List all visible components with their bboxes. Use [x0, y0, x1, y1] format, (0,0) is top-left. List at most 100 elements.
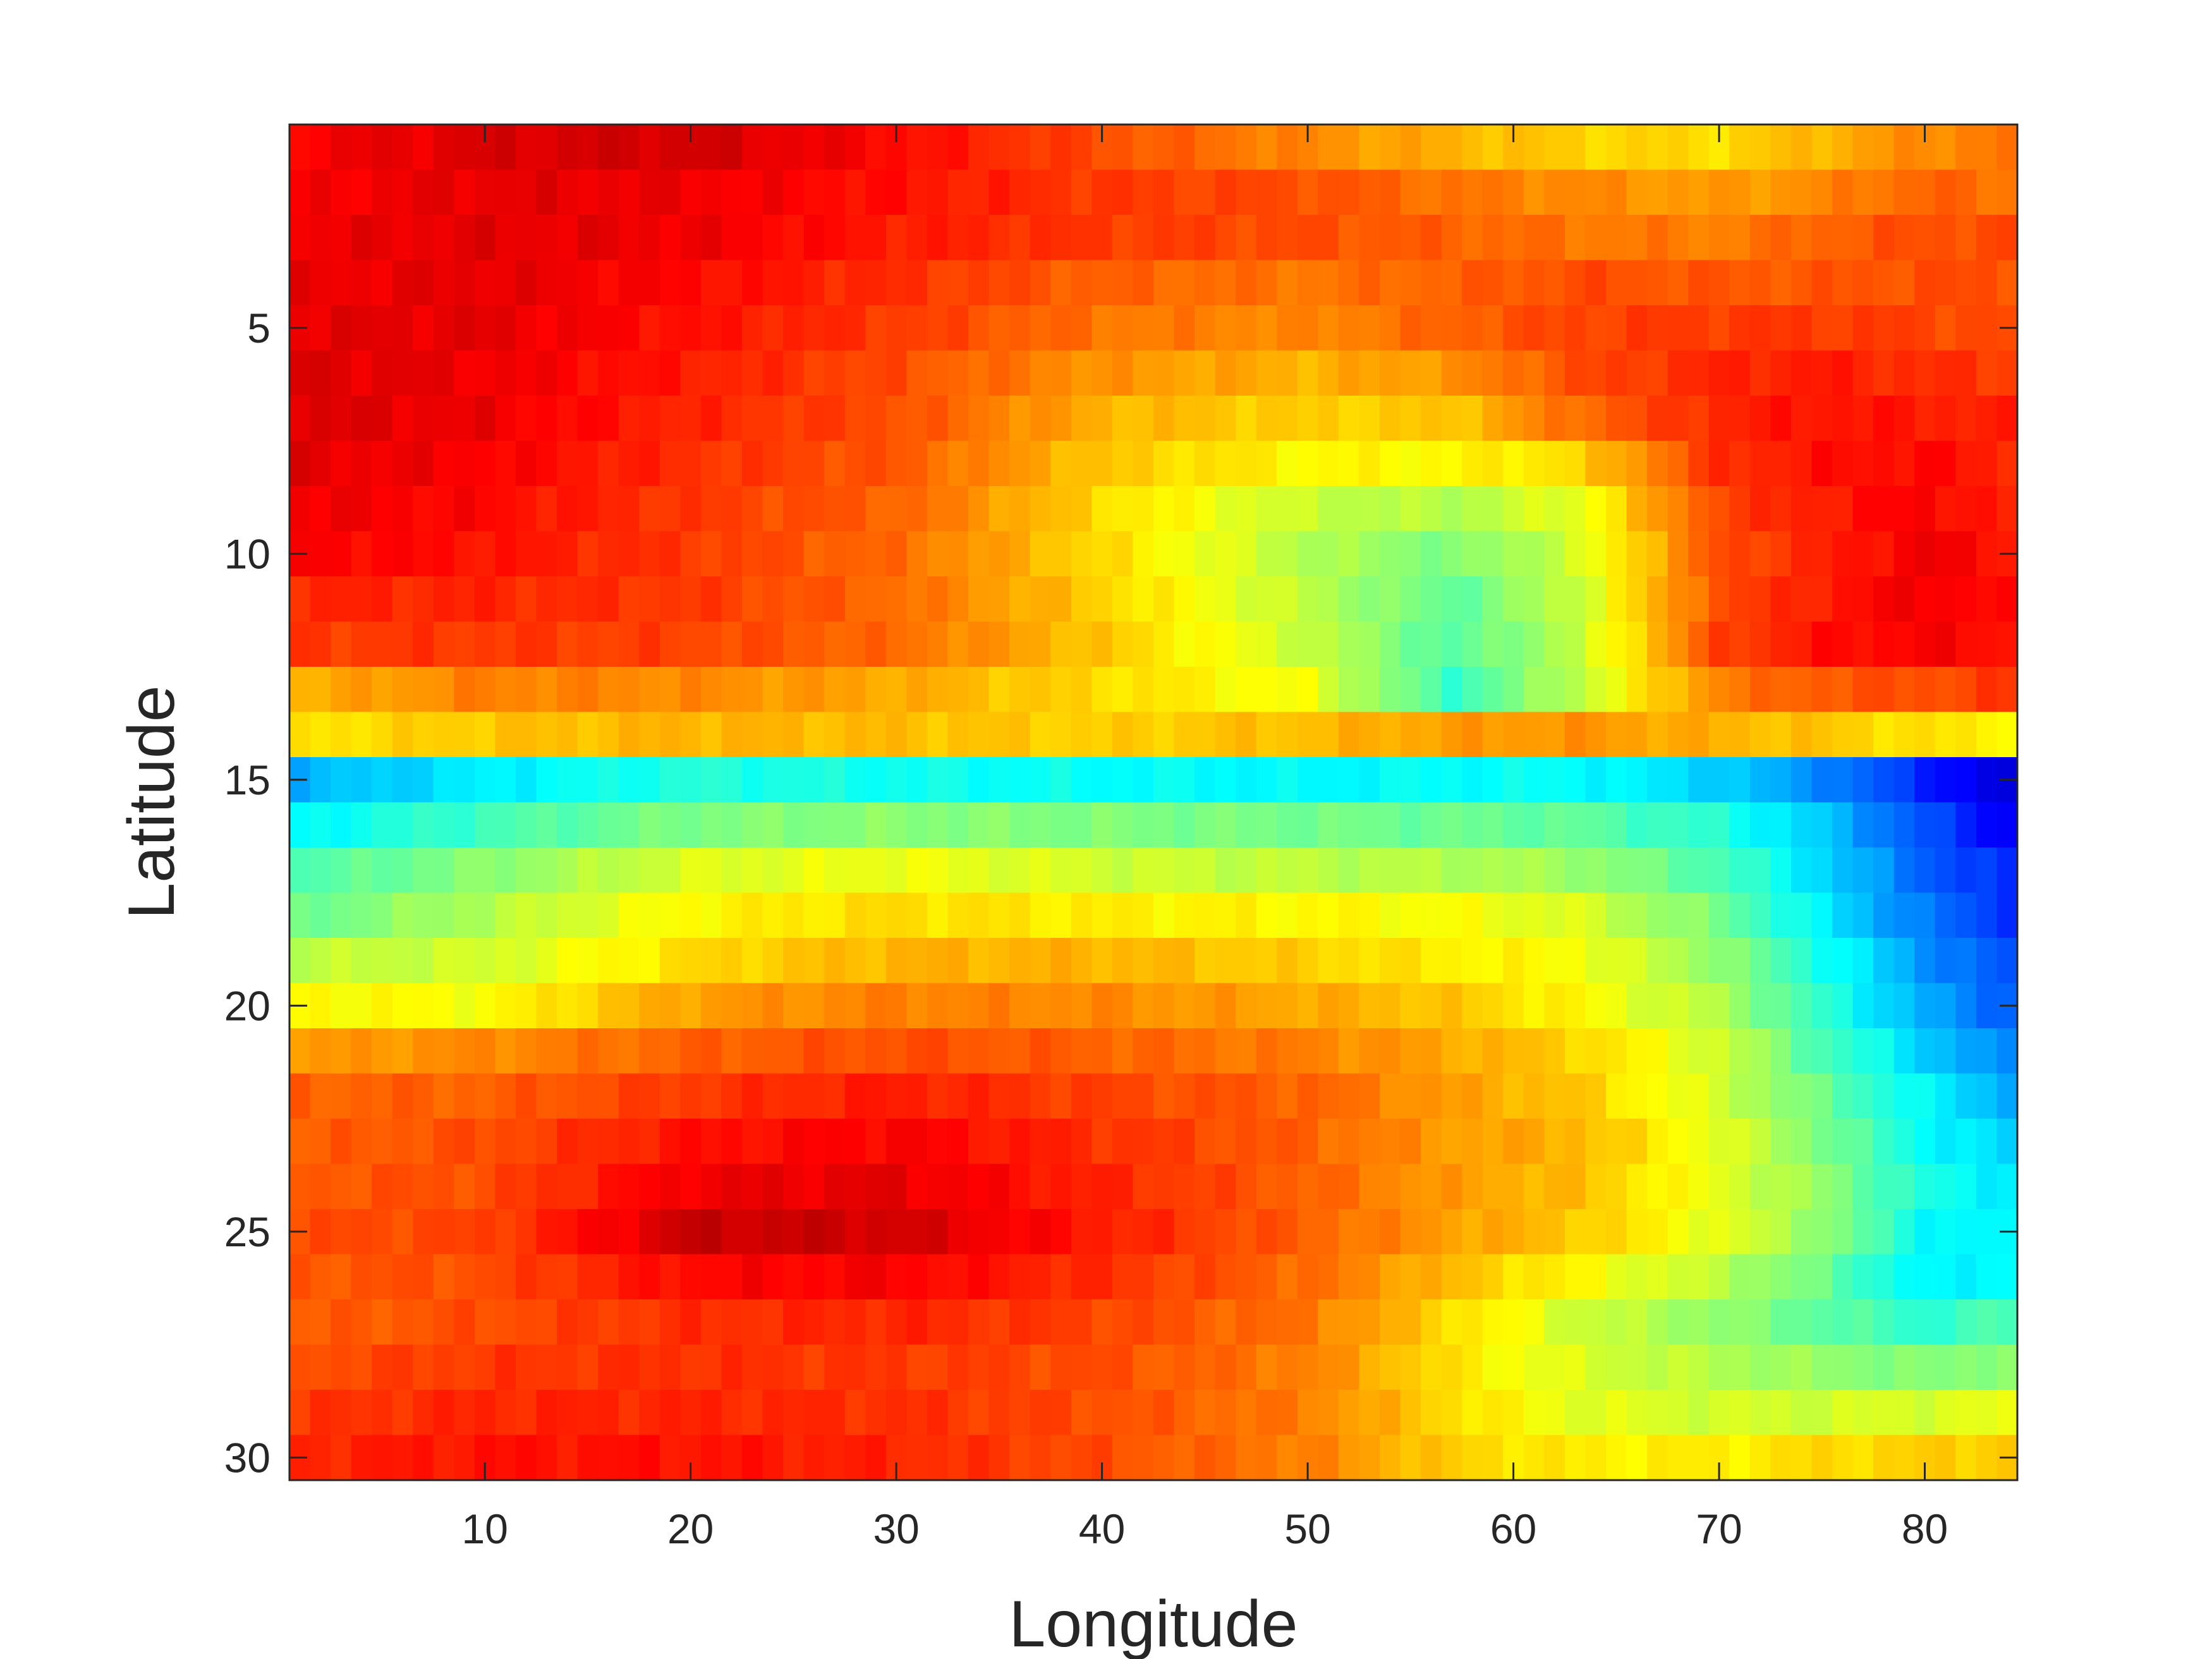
heatmap-cell	[1400, 215, 1421, 261]
heatmap-cell	[557, 260, 578, 306]
heatmap-cell	[844, 260, 866, 306]
heatmap-cell	[1215, 802, 1236, 848]
heatmap-cell	[1708, 1390, 1730, 1436]
heatmap-cell	[1441, 712, 1463, 758]
heatmap-cell	[1050, 757, 1072, 803]
heatmap-cell	[1174, 1390, 1195, 1436]
heatmap-cell	[1564, 938, 1586, 984]
heatmap-cell	[639, 848, 660, 894]
heatmap-cell	[824, 1073, 846, 1119]
heatmap-cell	[1647, 305, 1668, 351]
heatmap-cell	[1380, 441, 1401, 487]
heatmap-cell	[1462, 757, 1483, 803]
heatmap-cell	[1277, 441, 1298, 487]
heatmap-cell	[1133, 848, 1154, 894]
heatmap-cell	[1729, 1119, 1751, 1165]
heatmap-cell	[1564, 531, 1586, 577]
heatmap-cell	[762, 983, 784, 1029]
heatmap-cell	[1955, 305, 1977, 351]
heatmap-cell	[536, 531, 557, 577]
heatmap-cell	[1482, 1435, 1504, 1481]
heatmap-cell	[1380, 576, 1401, 623]
heatmap-cell	[762, 260, 784, 306]
heatmap-cell	[1441, 305, 1463, 351]
heatmap-cell	[1277, 802, 1298, 848]
heatmap-cell	[351, 531, 372, 577]
heatmap-cell	[1297, 621, 1319, 667]
heatmap-cell	[659, 350, 681, 396]
heatmap-cell	[1174, 983, 1195, 1029]
heatmap-cell	[331, 486, 352, 532]
heatmap-cell	[1112, 938, 1134, 984]
heatmap-cell	[1112, 260, 1134, 306]
heatmap-cell	[742, 938, 763, 984]
heatmap-cell	[289, 1254, 311, 1300]
heatmap-cell	[1544, 1254, 1565, 1300]
heatmap-cell	[1297, 1119, 1319, 1165]
heatmap-cell	[680, 621, 702, 667]
heatmap-cell	[947, 576, 969, 623]
heatmap-cell	[1647, 848, 1668, 894]
heatmap-cell	[1030, 983, 1052, 1029]
heatmap-cell	[310, 1344, 331, 1390]
heatmap-cell	[516, 1209, 537, 1255]
heatmap-cell	[742, 1390, 763, 1436]
heatmap-cell	[1030, 576, 1052, 623]
heatmap-cell	[1030, 305, 1052, 351]
heatmap-cell	[1503, 892, 1524, 939]
heatmap-cell	[639, 938, 660, 984]
heatmap-cell	[331, 576, 352, 623]
heatmap-cell	[659, 1299, 681, 1346]
heatmap-cell	[618, 1164, 640, 1210]
heatmap-cell	[639, 1209, 660, 1255]
heatmap-cell	[433, 1390, 455, 1436]
heatmap-cell	[947, 441, 969, 487]
heatmap-cell	[1050, 169, 1072, 216]
heatmap-cell	[659, 621, 681, 667]
heatmap-cell	[1215, 667, 1236, 713]
heatmap-cell	[1667, 1299, 1689, 1346]
heatmap-cell	[1955, 1390, 1977, 1436]
heatmap-cell	[803, 938, 825, 984]
heatmap-cell	[1996, 1119, 2018, 1165]
heatmap-cell	[1112, 802, 1134, 848]
heatmap-cell	[1626, 1299, 1648, 1346]
heatmap-cell	[1071, 1164, 1093, 1210]
heatmap-cell	[1338, 305, 1360, 351]
heatmap-cell	[372, 1028, 393, 1074]
heatmap-cell	[721, 1390, 743, 1436]
heatmap-cell	[1133, 441, 1154, 487]
heatmap-cell	[1091, 350, 1113, 396]
heatmap-cell	[618, 1209, 640, 1255]
heatmap-cell	[516, 350, 537, 396]
heatmap-cell	[865, 1435, 887, 1481]
heatmap-cell	[1544, 305, 1565, 351]
heatmap-cell	[906, 1435, 928, 1481]
heatmap-cell	[289, 1164, 311, 1210]
heatmap-cell	[372, 1073, 393, 1119]
heatmap-cell	[1790, 621, 1813, 667]
heatmap-cell	[1133, 169, 1154, 216]
heatmap-cell	[1914, 1209, 1936, 1255]
heatmap-cell	[1832, 802, 1854, 848]
heatmap-cell	[1852, 1164, 1874, 1210]
heatmap-cell	[1935, 667, 1957, 713]
heatmap-cell	[968, 260, 990, 306]
heatmap-cell	[1626, 1390, 1648, 1436]
heatmap-cell	[1297, 1073, 1319, 1119]
heatmap-cell	[1564, 848, 1586, 894]
heatmap-cell	[1852, 486, 1874, 532]
heatmap-cell	[783, 1119, 805, 1165]
heatmap-cell	[1050, 215, 1072, 261]
heatmap-cell	[536, 1119, 557, 1165]
heatmap-cell	[618, 1435, 640, 1481]
heatmap-cell	[351, 1344, 372, 1390]
heatmap-cell	[1256, 1164, 1278, 1210]
heatmap-cell	[1215, 125, 1236, 171]
heatmap-cell	[618, 350, 640, 396]
heatmap-cell	[557, 396, 578, 442]
heatmap-cell	[1811, 305, 1833, 351]
heatmap-cell	[1400, 396, 1421, 442]
heatmap-cell	[1729, 1164, 1751, 1210]
heatmap-cell	[1647, 1073, 1668, 1119]
